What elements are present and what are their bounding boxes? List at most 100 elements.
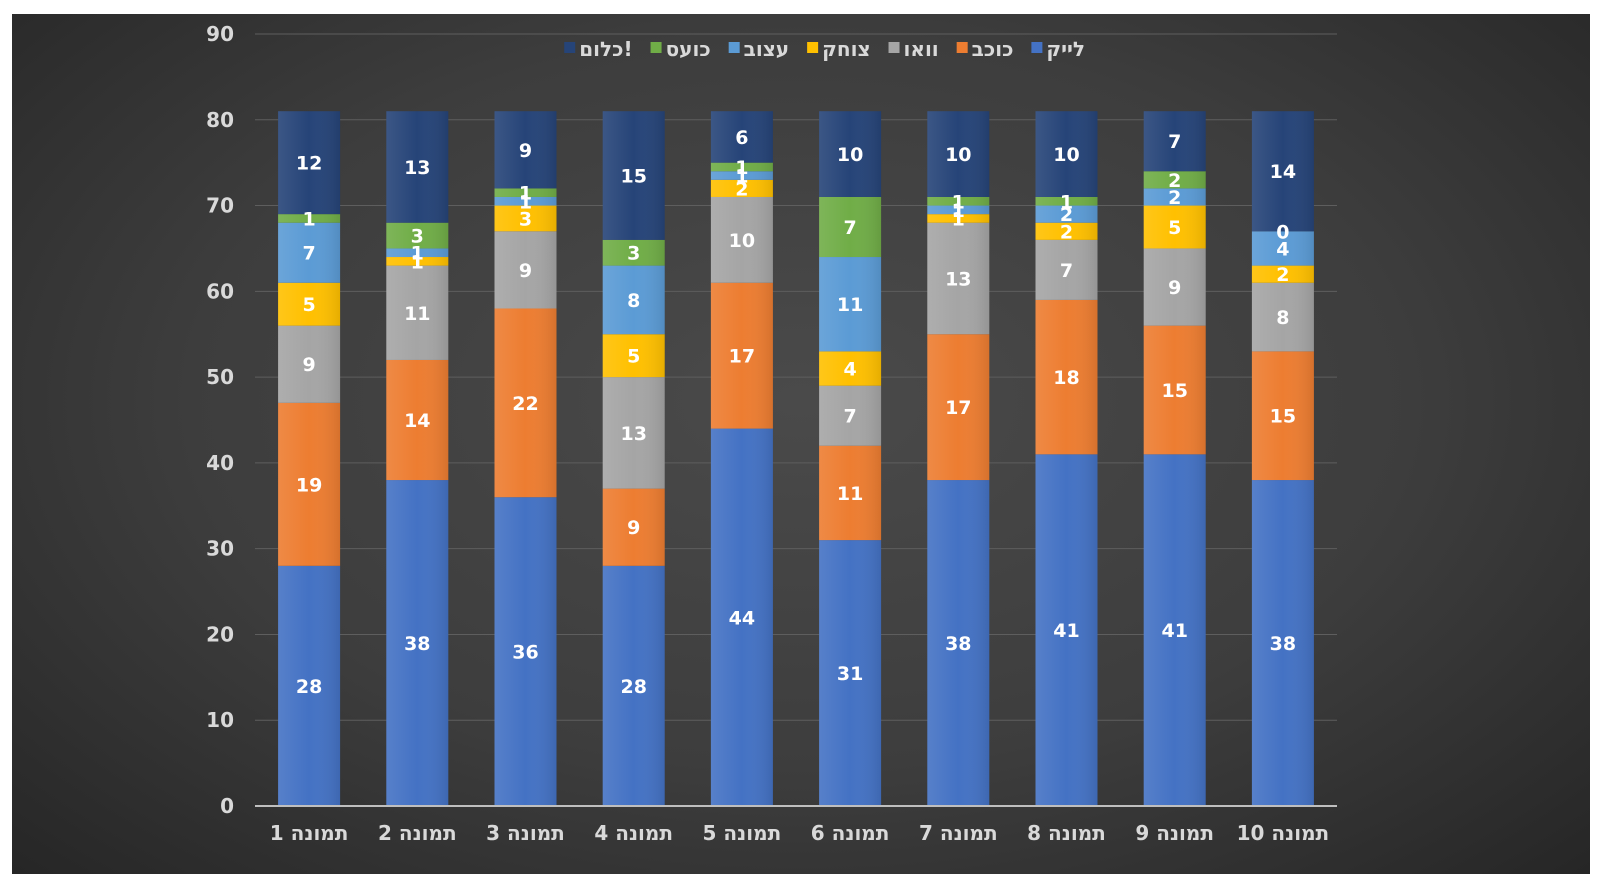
legend-swatch	[1031, 42, 1043, 53]
data-label: 19	[296, 474, 322, 496]
y-tick-label: 50	[206, 365, 234, 389]
legend-swatch	[650, 42, 662, 53]
bar-segment-shade	[602, 265, 665, 335]
bar-segment-shade	[278, 565, 341, 806]
bar-segment-shade	[710, 162, 773, 172]
data-label: 14	[404, 410, 430, 432]
bar-segment-shade	[278, 282, 341, 326]
data-label: 31	[837, 663, 863, 685]
data-labels: 2819957112381411113133622931192891358315…	[296, 127, 1296, 698]
bar-segment-shade	[278, 402, 341, 566]
legend: לייק כוכב וואו צוחק עצוב כועס כלום!	[564, 37, 1085, 61]
bar-segment-shade	[1035, 111, 1098, 197]
bar-segment-shade	[1143, 325, 1206, 455]
legend-swatch	[807, 42, 819, 53]
data-label: 0	[1276, 221, 1289, 243]
bar-segment-shade	[386, 359, 449, 481]
data-label: 41	[1161, 620, 1187, 642]
bar-segment-shade	[602, 111, 665, 240]
y-tick-label: 20	[206, 622, 234, 646]
data-label: 9	[302, 354, 315, 376]
x-tick-label: תמונה 8	[1027, 821, 1106, 845]
bar-segment-shade	[927, 214, 990, 223]
data-label: 7	[1168, 131, 1181, 153]
bar-segment-shade	[386, 265, 449, 360]
bar-segment-shade	[710, 196, 773, 283]
bar-segment-shade	[386, 248, 449, 258]
bar-segment-shade	[710, 111, 773, 163]
bar-segment-shade	[494, 231, 557, 309]
bars	[278, 111, 1314, 806]
bar-segment-shade	[1035, 454, 1098, 806]
data-label: 1	[411, 251, 424, 273]
bar-segment-shade	[278, 325, 341, 403]
data-label: 2	[1060, 221, 1073, 243]
data-label: 1	[1060, 191, 1073, 213]
data-label: 1	[952, 191, 965, 213]
bar-segment-shade	[819, 111, 882, 197]
data-label: 11	[837, 483, 863, 505]
bar-segment-shade	[1035, 239, 1098, 300]
bar-segment-shade	[710, 179, 773, 197]
bar-segment-shade	[819, 351, 882, 386]
bar-segment-shade	[1143, 111, 1206, 172]
x-tick-label: תמונה 7	[919, 821, 998, 845]
y-tick-label: 60	[206, 279, 234, 303]
data-label: 3	[627, 243, 640, 265]
data-label: 1	[302, 208, 315, 230]
y-tick-label: 10	[206, 708, 234, 732]
bar-segment-shade	[494, 205, 557, 232]
data-label: 1	[519, 191, 532, 213]
x-tick-label: תמונה 5	[703, 821, 782, 845]
data-label: 2	[735, 178, 748, 200]
data-label: 36	[512, 642, 538, 664]
y-tick-label: 30	[206, 537, 234, 561]
data-label: 44	[729, 607, 755, 629]
stacked-bar-chart: 2819957112381411113133622931192891358315…	[206, 22, 1337, 845]
bar-segment-shade	[927, 222, 990, 335]
legend-swatch	[956, 42, 968, 53]
data-label: 10	[837, 144, 863, 166]
data-label: 10	[1053, 144, 1079, 166]
data-label: 9	[519, 140, 532, 162]
bar-segment-shade	[819, 257, 882, 352]
x-tick-label: תמונה 6	[811, 821, 890, 845]
bar-segment-shade	[1251, 480, 1314, 806]
bar-segment-shade	[386, 480, 449, 806]
data-label: 15	[620, 166, 646, 188]
bar-segment-shade	[1035, 196, 1098, 206]
bar-segment-shade	[386, 111, 449, 223]
data-label: 1	[735, 166, 748, 188]
data-label: 13	[404, 157, 430, 179]
bar-segment-shade	[494, 111, 557, 189]
data-label: 2	[1276, 264, 1289, 286]
x-tick-label: תמונה 3	[486, 821, 565, 845]
data-label: 13	[620, 423, 646, 445]
data-label: 2	[1060, 204, 1073, 226]
data-label: 1	[952, 208, 965, 230]
bar-segment-shade	[710, 282, 773, 429]
data-label: 17	[729, 346, 755, 368]
bar-segment-shade	[278, 111, 341, 215]
legend-swatch	[728, 42, 740, 53]
legend-label: כועס	[666, 37, 711, 61]
y-tick-label: 80	[206, 108, 234, 132]
bar-segment-shade	[1251, 111, 1314, 232]
data-label: 10	[729, 230, 755, 252]
x-tick-label: תמונה 10	[1237, 821, 1330, 845]
bar-segment-shade	[819, 196, 882, 258]
bar-segment-shade	[1251, 351, 1314, 481]
bar-segment-shade	[602, 239, 665, 266]
data-label: 2	[1168, 170, 1181, 192]
data-label: 3	[519, 208, 532, 230]
data-label: 11	[404, 303, 430, 325]
data-label: 1	[952, 200, 965, 222]
bar-segment-shade	[602, 488, 665, 566]
legend-swatch	[888, 42, 900, 53]
bar-segment-shade	[1035, 222, 1098, 240]
bar-segment-shade	[1143, 205, 1206, 249]
data-label: 7	[1060, 260, 1073, 282]
bar-segment-shade	[927, 334, 990, 481]
bar-segment-shade	[1035, 205, 1098, 223]
data-label: 38	[945, 633, 971, 655]
